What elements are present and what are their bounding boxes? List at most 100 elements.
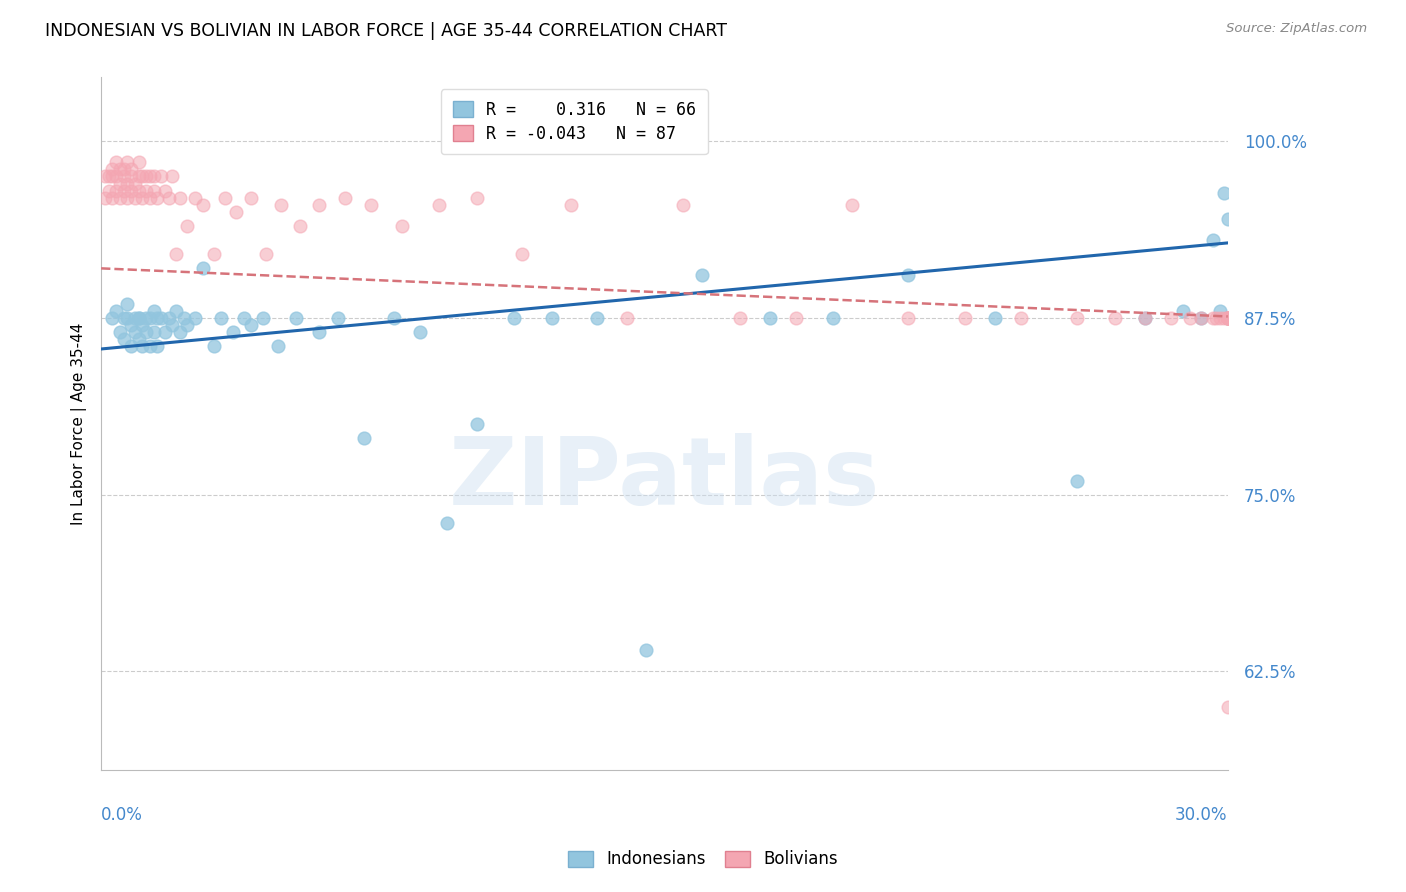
Point: [131, 169, 153, 184]
Point: [176, 219, 198, 233]
Point: [335, 191, 357, 205]
Text: Source: ZipAtlas.com: Source: ZipAtlas.com: [1226, 22, 1367, 36]
Point: [785, 310, 807, 325]
Point: [128, 184, 150, 198]
Point: [165, 247, 187, 261]
Point: [153, 184, 176, 198]
Point: [131, 191, 153, 205]
Point: [157, 191, 180, 205]
Point: [823, 310, 845, 325]
Point: [105, 303, 128, 318]
Point: [142, 169, 165, 184]
Text: ZIPatlas: ZIPatlas: [449, 434, 880, 525]
Point: [191, 261, 214, 276]
Point: [108, 191, 131, 205]
Point: [120, 162, 142, 177]
Point: [124, 310, 146, 325]
Point: [184, 310, 207, 325]
Point: [117, 191, 139, 205]
Point: [124, 177, 146, 191]
Point: [503, 310, 526, 325]
Point: [117, 296, 139, 310]
Point: [120, 318, 142, 332]
Point: [139, 339, 162, 353]
Point: [285, 310, 308, 325]
Text: 0.0%: 0.0%: [101, 805, 143, 824]
Point: [101, 191, 124, 205]
Point: [135, 310, 157, 325]
Point: [391, 219, 413, 233]
Point: [135, 325, 157, 339]
Point: [146, 191, 169, 205]
Point: [146, 310, 169, 325]
Point: [214, 191, 236, 205]
Point: [157, 310, 180, 325]
Point: [101, 310, 124, 325]
Point: [128, 169, 150, 184]
Point: [984, 310, 1007, 325]
Point: [1216, 310, 1239, 325]
Point: [117, 310, 139, 325]
Point: [1209, 310, 1232, 325]
Point: [353, 431, 375, 445]
Point: [1216, 310, 1239, 325]
Point: [1160, 310, 1182, 325]
Point: [1201, 310, 1223, 325]
Point: [135, 169, 157, 184]
Point: [153, 325, 176, 339]
Point: [382, 310, 405, 325]
Point: [112, 162, 135, 177]
Legend: Indonesians, Bolivians: Indonesians, Bolivians: [560, 842, 846, 877]
Point: [112, 332, 135, 346]
Point: [165, 303, 187, 318]
Point: [135, 184, 157, 198]
Point: [120, 184, 142, 198]
Point: [146, 339, 169, 353]
Point: [1205, 310, 1227, 325]
Point: [108, 162, 131, 177]
Point: [1209, 303, 1232, 318]
Point: [690, 268, 713, 283]
Point: [105, 155, 128, 169]
Point: [142, 303, 165, 318]
Point: [616, 310, 638, 325]
Point: [162, 318, 184, 332]
Point: [225, 204, 247, 219]
Point: [427, 198, 450, 212]
Text: 30.0%: 30.0%: [1175, 805, 1227, 824]
Point: [409, 325, 432, 339]
Point: [728, 310, 751, 325]
Point: [139, 169, 162, 184]
Point: [94, 191, 117, 205]
Point: [1066, 474, 1088, 488]
Point: [105, 169, 128, 184]
Point: [112, 169, 135, 184]
Point: [131, 318, 153, 332]
Point: [142, 325, 165, 339]
Point: [1010, 310, 1032, 325]
Point: [540, 310, 562, 325]
Point: [1216, 699, 1239, 714]
Point: [184, 191, 207, 205]
Point: [254, 247, 277, 261]
Point: [841, 198, 863, 212]
Point: [1133, 310, 1156, 325]
Point: [128, 310, 150, 325]
Point: [117, 177, 139, 191]
Point: [1189, 310, 1212, 325]
Point: [1178, 310, 1201, 325]
Point: [173, 310, 195, 325]
Point: [202, 339, 225, 353]
Point: [326, 310, 349, 325]
Point: [1216, 211, 1239, 226]
Point: [1216, 310, 1239, 325]
Point: [169, 325, 191, 339]
Point: [953, 310, 976, 325]
Point: [97, 169, 120, 184]
Point: [308, 198, 330, 212]
Point: [465, 191, 488, 205]
Point: [112, 310, 135, 325]
Point: [436, 516, 458, 530]
Point: [270, 198, 292, 212]
Point: [1066, 310, 1088, 325]
